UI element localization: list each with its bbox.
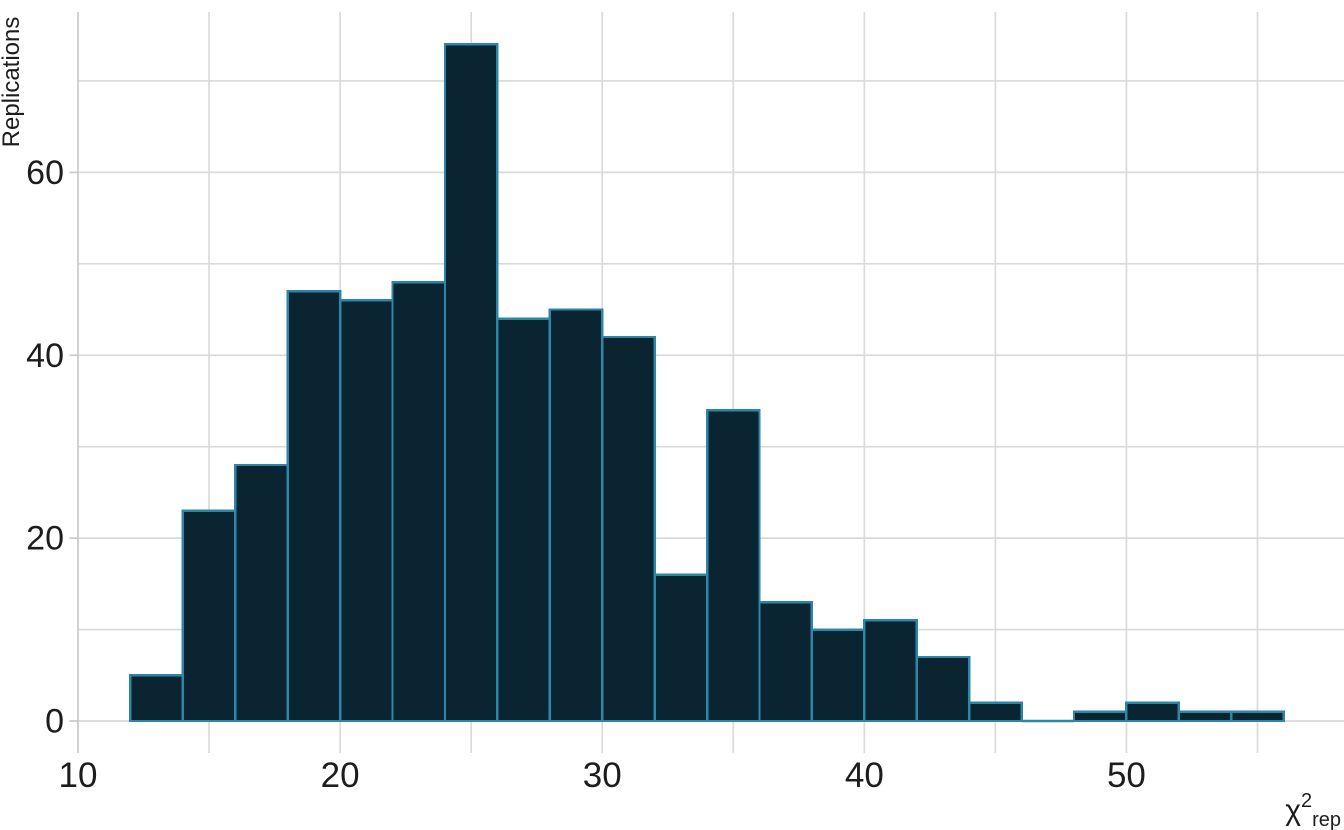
y-tick-label: 40 [26,337,64,375]
histogram-bar [129,674,185,723]
y-tick-labels: 0 20 40 60 [26,154,64,741]
x-axis-title-subscript: rep [1312,809,1341,830]
histogram-bar [338,299,394,723]
y-axis-title: Replications [0,17,25,148]
histogram-bar [758,600,814,723]
x-tick-label: 10 [59,756,98,795]
histogram-bar [1125,701,1181,723]
histogram-bar [967,701,1023,723]
histogram-bar [443,43,499,723]
histogram-bar [391,280,447,723]
histogram-bar [1072,710,1128,723]
x-tick-label: 20 [321,756,360,795]
y-tick-label: 0 [45,702,64,740]
histogram-bar [915,655,971,723]
histogram-bar [653,573,709,723]
histogram-bar [234,463,289,723]
y-tick-label: 20 [26,520,64,558]
histogram-bar [810,628,866,723]
x-tick-label: 40 [845,756,884,795]
histogram-bar [496,317,552,723]
histogram-bar [705,408,761,723]
histogram-bar [181,509,237,723]
x-axis-title: χ2rep [1285,790,1341,830]
histogram-bar [548,308,604,723]
y-axis-ticks [69,171,78,722]
x-axis-title-superscript: 2 [1301,790,1312,812]
x-tick-labels: 10 20 30 40 50 [59,756,1146,795]
histogram-bar [601,335,656,723]
histogram-bar [1230,710,1285,723]
y-tick-label: 60 [26,154,64,192]
x-axis-title-base: χ [1285,794,1301,827]
histogram-bar [863,619,918,723]
histogram-bars [129,43,1285,723]
x-tick-label: 50 [1107,756,1146,795]
histogram-bar [1177,710,1233,723]
x-tick-label: 30 [583,756,622,795]
histogram-bar [286,290,342,723]
